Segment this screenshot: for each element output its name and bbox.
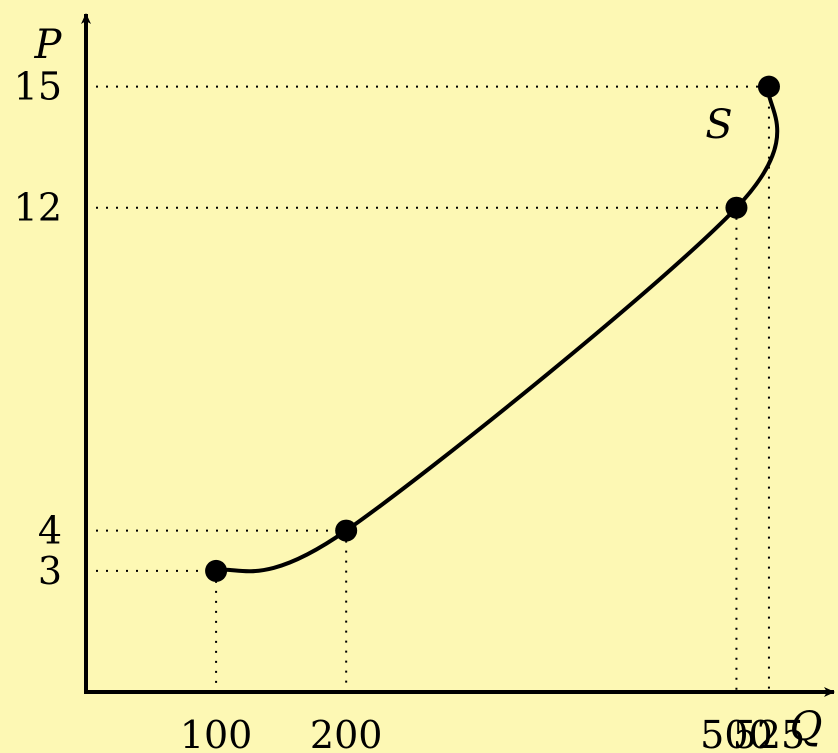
y-axis-label: P — [34, 22, 63, 68]
data-point — [725, 196, 748, 219]
y-tick-label: 3 — [38, 549, 62, 593]
curve-label-s: S — [705, 102, 732, 148]
data-point — [335, 519, 358, 542]
x-tick-label: 500 — [700, 713, 773, 753]
x-tick-label: 525 — [733, 713, 806, 753]
data-points — [205, 75, 780, 582]
y-tick-labels: 34 12 15 — [14, 65, 62, 593]
supply-curve-line — [214, 84, 780, 574]
y-tick-label: 4 — [38, 509, 62, 553]
x-axis-label: Q — [790, 704, 823, 750]
data-point — [205, 559, 228, 582]
guide-lines — [86, 85, 770, 692]
x-tick-label: 200 — [310, 713, 383, 753]
y-tick-label: 15 — [14, 65, 62, 109]
y-tick-label: 12 — [14, 186, 62, 230]
data-point — [757, 75, 780, 98]
x-tick-label: 100 — [180, 713, 253, 753]
